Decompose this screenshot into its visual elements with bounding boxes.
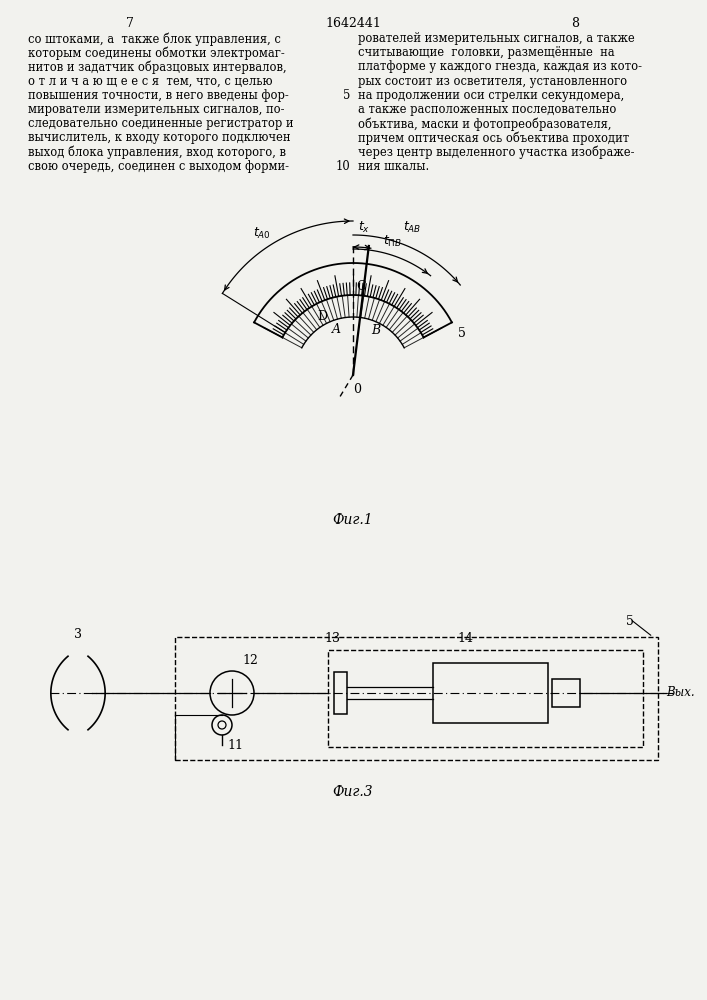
Text: 7: 7 bbox=[126, 17, 134, 30]
Text: рователей измерительных сигналов, а также: рователей измерительных сигналов, а такж… bbox=[358, 32, 635, 45]
Text: B: B bbox=[371, 324, 380, 337]
Text: 0: 0 bbox=[353, 383, 361, 396]
Text: C: C bbox=[356, 280, 366, 293]
Text: через центр выделенного участка изображе-: через центр выделенного участка изображе… bbox=[358, 146, 634, 159]
Text: 5: 5 bbox=[458, 327, 466, 340]
Text: 5: 5 bbox=[626, 615, 634, 628]
Text: со штоками, а  также блок управления, с: со штоками, а также блок управления, с bbox=[28, 32, 281, 45]
Text: о т л и ч а ю щ е е с я  тем, что, с целью: о т л и ч а ю щ е е с я тем, что, с цель… bbox=[28, 75, 272, 88]
Text: мирователи измерительных сигналов, по-: мирователи измерительных сигналов, по- bbox=[28, 103, 284, 116]
Text: вычислитель, к входу которого подключен: вычислитель, к входу которого подключен bbox=[28, 131, 291, 144]
Text: 10: 10 bbox=[335, 160, 350, 173]
Text: $t_{\Pi B}$: $t_{\Pi B}$ bbox=[383, 234, 402, 249]
Bar bbox=[334, 672, 346, 714]
Text: 8: 8 bbox=[571, 17, 579, 30]
Text: 1642441: 1642441 bbox=[325, 17, 381, 30]
Text: $t_x$: $t_x$ bbox=[358, 220, 370, 235]
Text: свою очередь, соединен с выходом форми-: свою очередь, соединен с выходом форми- bbox=[28, 160, 289, 173]
Text: рых состоит из осветителя, установленного: рых состоит из осветителя, установленног… bbox=[358, 75, 627, 88]
Text: выход блока управления, вход которого, в: выход блока управления, вход которого, в bbox=[28, 146, 286, 159]
Text: 13: 13 bbox=[324, 632, 340, 645]
Text: 11: 11 bbox=[227, 739, 243, 752]
Text: $t_{A0}$: $t_{A0}$ bbox=[253, 226, 271, 241]
Text: 14: 14 bbox=[457, 632, 473, 645]
Text: а также расположенных последовательно: а также расположенных последовательно bbox=[358, 103, 617, 116]
Text: A: A bbox=[332, 323, 341, 336]
Text: $t_{AB}$: $t_{AB}$ bbox=[403, 219, 421, 235]
Text: которым соединены обмотки электромаг-: которым соединены обмотки электромаг- bbox=[28, 46, 285, 60]
Text: повышения точности, в него введены фор-: повышения точности, в него введены фор- bbox=[28, 89, 288, 102]
Text: на продолжении оси стрелки секундомера,: на продолжении оси стрелки секундомера, bbox=[358, 89, 624, 102]
Text: объктива, маски и фотопреобразователя,: объктива, маски и фотопреобразователя, bbox=[358, 117, 612, 131]
Text: платформе у каждого гнезда, каждая из кото-: платформе у каждого гнезда, каждая из ко… bbox=[358, 60, 642, 73]
Text: Вых.: Вых. bbox=[666, 686, 694, 700]
Text: 5: 5 bbox=[343, 89, 350, 102]
Text: причем оптическая ось объектива проходит: причем оптическая ось объектива проходит bbox=[358, 131, 629, 145]
Text: 12: 12 bbox=[242, 654, 258, 667]
Text: 3: 3 bbox=[74, 628, 82, 641]
Text: считывающие  головки, размещённые  на: считывающие головки, размещённые на bbox=[358, 46, 614, 59]
Text: ния шкалы.: ния шкалы. bbox=[358, 160, 429, 173]
Bar bbox=[551, 679, 580, 707]
Text: D: D bbox=[317, 310, 327, 323]
Text: следовательно соединенные регистратор и: следовательно соединенные регистратор и bbox=[28, 117, 293, 130]
Text: Фиг.1: Фиг.1 bbox=[333, 513, 373, 527]
Text: Фиг.3: Фиг.3 bbox=[333, 785, 373, 799]
Text: нитов и задатчик образцовых интервалов,: нитов и задатчик образцовых интервалов, bbox=[28, 60, 286, 74]
Bar bbox=[433, 663, 547, 723]
